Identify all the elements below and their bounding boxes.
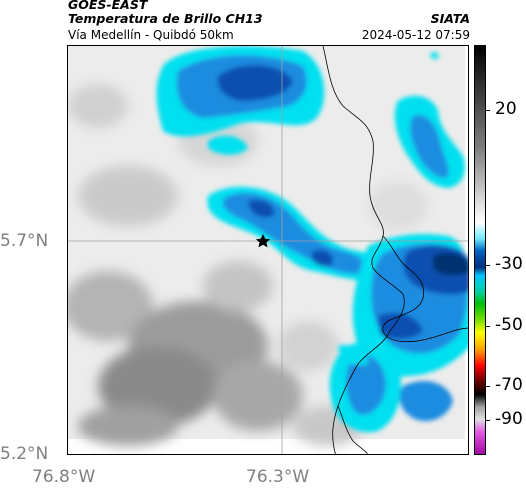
satellite-title: GOES-EAST — [68, 0, 148, 12]
lat-label-5.7: 5.7°N — [0, 231, 49, 251]
border-line-south — [337, 405, 368, 454]
colorbar-label-neg50: -50 — [495, 315, 523, 335]
colorbar-tick-neg70 — [485, 386, 490, 387]
colorbar-tick-neg30 — [485, 265, 490, 266]
colorbar-tick-neg50 — [485, 326, 490, 327]
colorbar-label-20: 20 — [495, 99, 517, 119]
colorbar-tick-20 — [485, 110, 490, 111]
location-star-marker — [255, 234, 271, 248]
border-line-coast — [322, 46, 405, 454]
colorbar-label-neg30: -30 — [495, 254, 523, 274]
colorbar-label-neg70: -70 — [495, 375, 523, 395]
product-title: Temperatura de Brillo CH13 — [68, 11, 263, 26]
colorbar-tick-neg90 — [485, 420, 490, 421]
timestamp: 2024-05-12 07:59 — [361, 28, 470, 42]
grey-cloud-field — [68, 84, 428, 446]
no-data-margin — [68, 439, 468, 454]
location-subtitle: Vía Medellín - Quibdó 50km — [68, 28, 234, 42]
temperature-colorbar — [474, 45, 486, 455]
agency-label: SIATA — [430, 11, 470, 26]
lon-label-76.3: 76.3°W — [246, 467, 310, 487]
lat-label-5.2: 5.2°N — [0, 444, 49, 464]
satellite-map[interactable] — [67, 45, 469, 455]
lon-label-76.8: 76.8°W — [32, 467, 96, 487]
colorbar-gradient — [475, 46, 485, 454]
colorbar-label-neg90: -90 — [495, 409, 523, 429]
border-line-inland — [382, 235, 468, 343]
no-data-margin-right — [465, 46, 468, 454]
